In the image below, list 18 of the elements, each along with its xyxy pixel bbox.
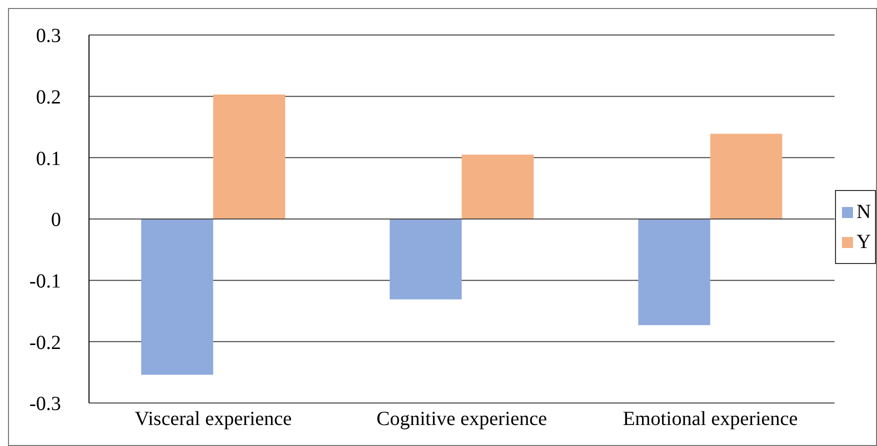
x-tick-label: Emotional experience	[622, 408, 798, 430]
bar	[213, 94, 286, 219]
y-tick-label: -0.1	[29, 270, 61, 292]
legend-label: N	[856, 200, 871, 225]
bar	[710, 134, 782, 219]
y-tick-label: 0.2	[36, 86, 61, 108]
bar	[462, 154, 534, 219]
bar	[141, 219, 214, 375]
y-tick-label: -0.3	[29, 393, 61, 416]
bar	[638, 219, 710, 326]
y-tick-label: 0.1	[36, 148, 61, 170]
bar	[390, 219, 462, 300]
y-tick-label: 0	[51, 209, 61, 232]
legend-label: Y	[856, 230, 871, 255]
y-tick-label: -0.2	[29, 332, 61, 354]
x-tick-label: Visceral experience	[134, 408, 292, 430]
x-tick-label: Cognitive experience	[376, 408, 548, 430]
y-tick-label: 0.3	[36, 25, 61, 48]
